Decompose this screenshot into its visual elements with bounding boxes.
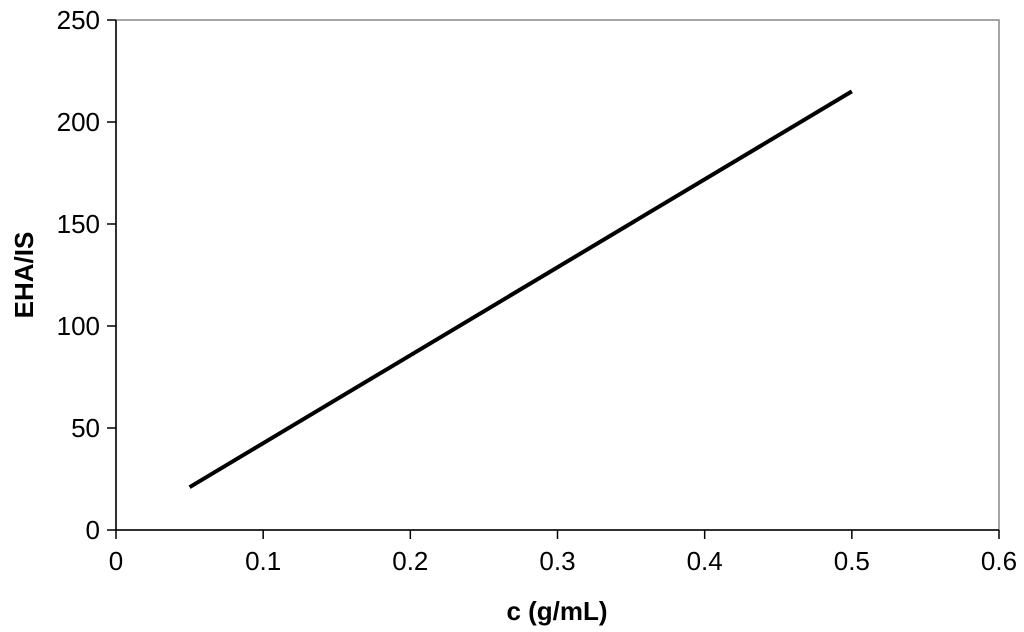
x-tick-label: 0.1 bbox=[245, 546, 281, 576]
x-axis-title: c (g/mL) bbox=[506, 596, 607, 626]
y-tick-label: 150 bbox=[57, 209, 100, 239]
y-ticks: 0 50 100 150 200 250 bbox=[57, 5, 116, 545]
y-tick-label: 0 bbox=[86, 515, 100, 545]
x-tick-label: 0.2 bbox=[392, 546, 428, 576]
y-tick-label: 250 bbox=[57, 5, 100, 35]
x-tick-label: 0.4 bbox=[687, 546, 723, 576]
y-tick-label: 50 bbox=[71, 413, 100, 443]
series-layer bbox=[188, 89, 853, 489]
y-tick-label: 100 bbox=[57, 311, 100, 341]
x-ticks: 0 0.1 0.2 0.3 0.4 0.5 0.6 bbox=[109, 530, 1017, 576]
x-tick-label: 0.5 bbox=[834, 546, 870, 576]
x-tick-label: 0.3 bbox=[539, 546, 575, 576]
y-axis-title: EHA/IS bbox=[9, 232, 39, 319]
x-tick-label: 0.6 bbox=[981, 546, 1017, 576]
series-line bbox=[188, 89, 853, 489]
x-tick-label: 0 bbox=[109, 546, 123, 576]
y-tick-label: 200 bbox=[57, 107, 100, 137]
